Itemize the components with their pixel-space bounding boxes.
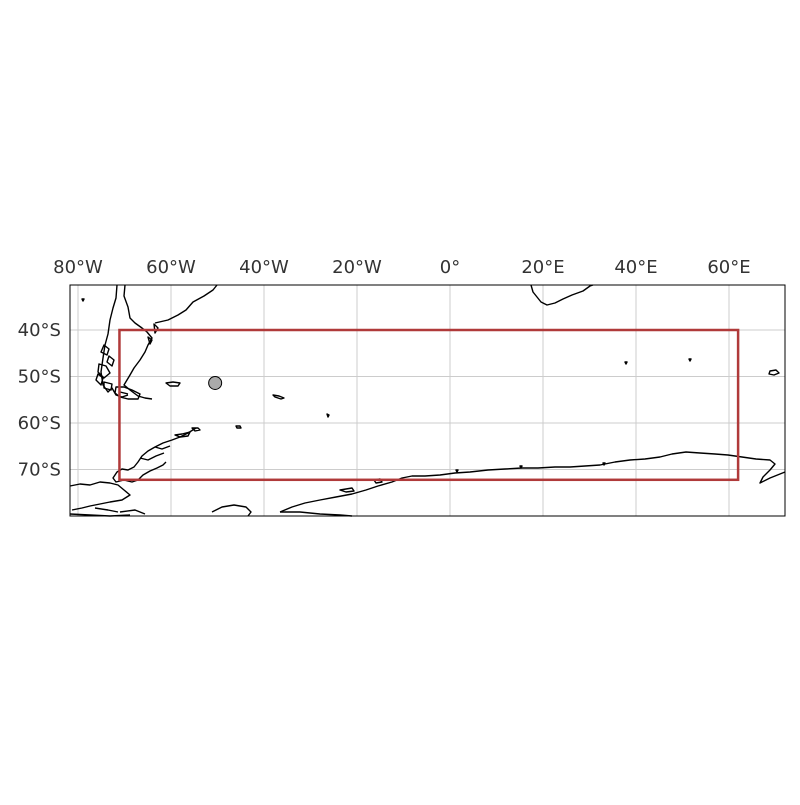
longitude-tick-label: 80°W: [53, 257, 103, 278]
longitude-tick-label: 40°E: [614, 257, 657, 278]
coastlines: [69, 284, 786, 517]
coast-west-antarctica: [69, 481, 146, 517]
latitude-tick-label: 70°S: [18, 460, 61, 481]
coast-antarctica-dots: [373, 462, 606, 484]
longitude-tick-label: 0°: [440, 257, 460, 278]
coast-east-antarctica: [279, 451, 786, 513]
coast-antarctica-inner: [280, 487, 355, 517]
graticule: [70, 285, 785, 516]
coast-south-america-east: [123, 284, 218, 400]
coast-falkland-islands: [165, 381, 181, 387]
map-frame: [69, 284, 786, 517]
coast-south-georgia: [272, 394, 285, 400]
latitude-tick-label: 40°S: [18, 320, 61, 341]
longitude-tick-label: 60°W: [146, 257, 196, 278]
coast-berkner-island: [211, 504, 252, 517]
coast-kerguelen: [768, 369, 780, 376]
coast-south-shetland: [174, 427, 201, 438]
coast-south-orkney: [235, 425, 242, 429]
latitude-tick-label: 50°S: [18, 367, 61, 388]
coast-south-america-west: [100, 284, 129, 398]
longitude-tick-labels: 80°W 60°W 40°W 20°W 0° 20°E 40°E 60°E: [53, 257, 750, 278]
latitude-tick-label: 60°S: [18, 413, 61, 434]
location-marker: [208, 375, 223, 390]
coast-chile-islands: [95, 344, 115, 391]
coast-south-sandwich: [326, 413, 330, 418]
longitude-tick-label: 20°W: [332, 257, 382, 278]
coast-tierra-del-fuego: [114, 386, 141, 400]
coast-southern-africa: [530, 284, 594, 306]
coast-antarctic-peninsula: [112, 427, 197, 483]
coast-crozet: [688, 358, 692, 362]
longitude-tick-label: 60°E: [707, 257, 750, 278]
latitude-tick-labels: 40°S 50°S 60°S 70°S: [18, 320, 61, 481]
region-bounding-box: [118, 328, 740, 482]
coast-small-island-nw: [81, 298, 85, 302]
longitude-tick-label: 40°W: [239, 257, 289, 278]
coast-prince-edward: [624, 361, 628, 365]
longitude-tick-label: 20°E: [521, 257, 564, 278]
